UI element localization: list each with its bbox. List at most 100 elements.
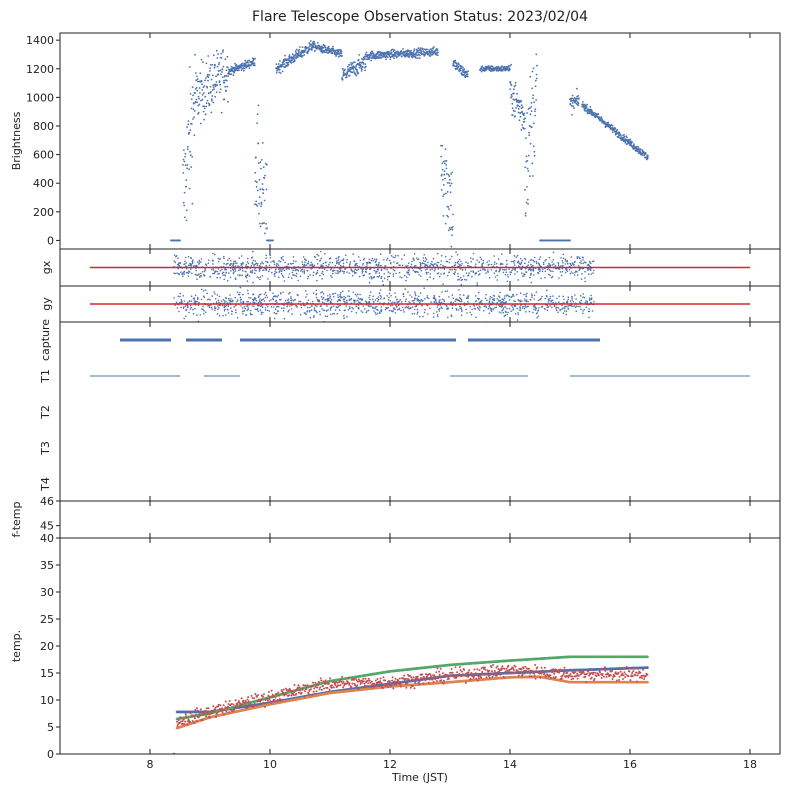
gx-point bbox=[190, 268, 192, 270]
brightness-point bbox=[442, 184, 445, 186]
gy-point bbox=[229, 300, 232, 302]
gy-point bbox=[369, 294, 371, 297]
gx-point bbox=[468, 272, 471, 274]
gy-point bbox=[272, 292, 274, 295]
gy-point bbox=[291, 313, 294, 315]
gx-point bbox=[552, 259, 555, 261]
brightness-y-tick-label: 1200 bbox=[26, 63, 54, 76]
brightness-point bbox=[463, 68, 466, 71]
gx-point bbox=[362, 274, 365, 277]
brightness-point bbox=[253, 64, 256, 67]
brightness-point bbox=[226, 66, 229, 69]
brightness-point bbox=[609, 125, 612, 128]
gy-point bbox=[452, 297, 455, 300]
gx-point bbox=[301, 271, 304, 273]
gx-point bbox=[541, 270, 544, 273]
gx-point bbox=[496, 279, 499, 281]
gy-point bbox=[567, 298, 570, 301]
gx-point bbox=[219, 258, 222, 260]
brightness-point bbox=[509, 81, 512, 84]
brightness-point bbox=[199, 72, 202, 75]
gx-point bbox=[440, 254, 443, 257]
gy-point bbox=[336, 300, 339, 303]
gx-point bbox=[191, 262, 194, 265]
gx-point bbox=[481, 265, 483, 267]
gy-point bbox=[512, 293, 514, 296]
gx-point bbox=[443, 268, 446, 271]
gy-point bbox=[223, 310, 226, 312]
gx-point bbox=[369, 261, 372, 264]
gy-point bbox=[531, 294, 533, 297]
brightness-point bbox=[390, 52, 393, 54]
brightness-point bbox=[377, 57, 380, 60]
brightness-point bbox=[390, 49, 393, 51]
brightness-point bbox=[275, 63, 278, 66]
gy-point bbox=[515, 293, 518, 296]
gx-point bbox=[524, 262, 526, 265]
gx-point bbox=[201, 271, 204, 273]
gx-point bbox=[176, 263, 179, 266]
gy-point bbox=[344, 309, 346, 312]
gx-point bbox=[304, 261, 306, 264]
gy-point bbox=[443, 300, 446, 302]
gx-point bbox=[561, 268, 564, 270]
brightness-point bbox=[189, 154, 192, 157]
gx-point bbox=[381, 280, 384, 283]
brightness-point bbox=[525, 137, 527, 140]
brightness-point bbox=[450, 182, 453, 185]
gy-point bbox=[583, 308, 585, 311]
brightness-point bbox=[525, 201, 528, 204]
gx-point bbox=[242, 263, 244, 265]
gx-point bbox=[338, 255, 340, 258]
brightness-point bbox=[460, 67, 463, 70]
gy-point bbox=[524, 298, 526, 300]
gx-point bbox=[230, 270, 232, 272]
gx-point bbox=[392, 256, 394, 258]
gy-point bbox=[575, 305, 578, 307]
gx-point bbox=[399, 276, 401, 278]
panel-gy: gy bbox=[40, 285, 781, 323]
brightness-point bbox=[361, 68, 363, 71]
brightness-point bbox=[524, 188, 526, 191]
status-row-label: T3 bbox=[39, 441, 52, 456]
gx-point bbox=[407, 262, 410, 265]
gx-point bbox=[505, 269, 507, 271]
brightness-point bbox=[624, 141, 627, 144]
gy-point bbox=[309, 306, 311, 309]
gy-point bbox=[257, 301, 260, 304]
gy-point bbox=[561, 308, 563, 310]
gx-point bbox=[258, 276, 260, 279]
gx-point bbox=[518, 262, 521, 265]
gx-point bbox=[212, 260, 214, 262]
gy-point bbox=[571, 305, 574, 308]
brightness-point bbox=[234, 69, 237, 72]
gx-point bbox=[511, 269, 513, 272]
gx-point bbox=[438, 275, 441, 278]
brightness-point bbox=[313, 41, 316, 43]
brightness-point bbox=[466, 73, 469, 76]
gy-point bbox=[272, 306, 275, 308]
gy-point bbox=[389, 300, 392, 302]
gy-point bbox=[493, 297, 495, 300]
gy-point bbox=[211, 308, 213, 310]
gx-point bbox=[451, 269, 454, 271]
gy-point bbox=[336, 312, 339, 315]
gx-point bbox=[447, 274, 449, 277]
gy-point bbox=[551, 306, 553, 309]
gy-point bbox=[550, 300, 552, 303]
brightness-point bbox=[364, 63, 367, 66]
brightness-point bbox=[575, 97, 578, 100]
gy-point bbox=[409, 294, 411, 296]
gx-point bbox=[570, 264, 573, 267]
gy-point bbox=[536, 312, 538, 314]
brightness-point bbox=[444, 177, 446, 180]
gx-point bbox=[259, 264, 261, 267]
brightness-point bbox=[338, 55, 340, 58]
gy-point bbox=[503, 297, 506, 300]
gx-point bbox=[195, 269, 197, 272]
gy-point bbox=[411, 306, 414, 308]
brightness-y-tick-label: 200 bbox=[33, 206, 54, 219]
gx-point bbox=[576, 257, 579, 260]
gx-point bbox=[434, 263, 436, 265]
gx-point bbox=[197, 261, 199, 263]
